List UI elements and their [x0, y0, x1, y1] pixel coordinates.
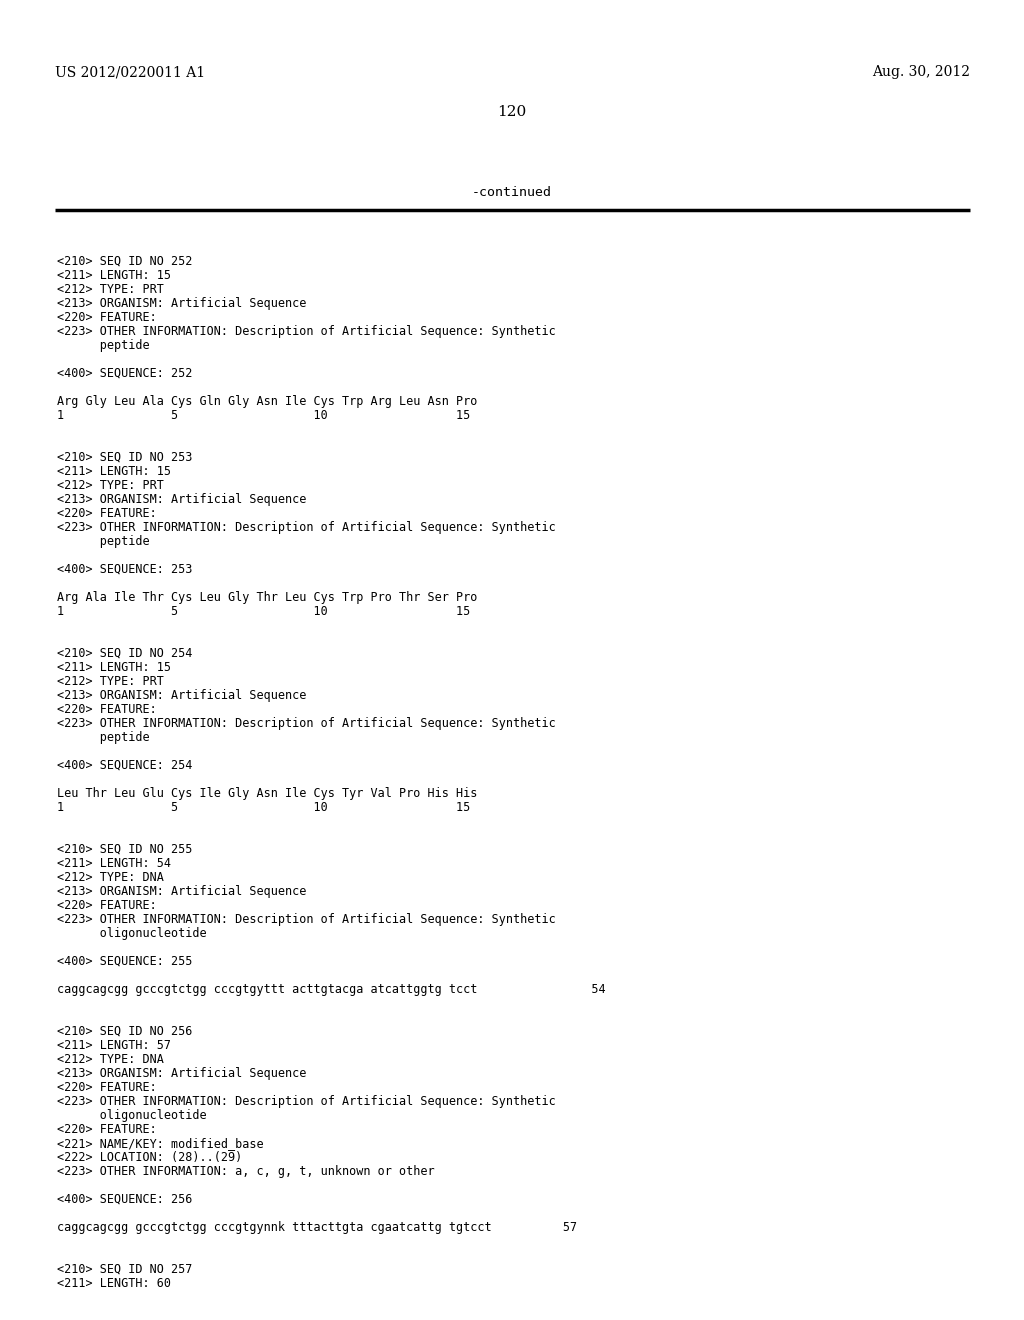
Text: <210> SEQ ID NO 255: <210> SEQ ID NO 255: [57, 843, 193, 855]
Text: oligonucleotide: oligonucleotide: [57, 927, 207, 940]
Text: <220> FEATURE:: <220> FEATURE:: [57, 507, 157, 520]
Text: caggcagcgg gcccgtctgg cccgtgyttt acttgtacga atcattggtg tcct                54: caggcagcgg gcccgtctgg cccgtgyttt acttgta…: [57, 983, 605, 997]
Text: <220> FEATURE:: <220> FEATURE:: [57, 1123, 157, 1137]
Text: <213> ORGANISM: Artificial Sequence: <213> ORGANISM: Artificial Sequence: [57, 297, 306, 310]
Text: 1               5                   10                  15: 1 5 10 15: [57, 801, 470, 814]
Text: <210> SEQ ID NO 253: <210> SEQ ID NO 253: [57, 451, 193, 465]
Text: <223> OTHER INFORMATION: Description of Artificial Sequence: Synthetic: <223> OTHER INFORMATION: Description of …: [57, 325, 556, 338]
Text: <212> TYPE: DNA: <212> TYPE: DNA: [57, 1053, 164, 1067]
Text: oligonucleotide: oligonucleotide: [57, 1109, 207, 1122]
Text: <400> SEQUENCE: 253: <400> SEQUENCE: 253: [57, 564, 193, 576]
Text: <211> LENGTH: 57: <211> LENGTH: 57: [57, 1039, 171, 1052]
Text: <211> LENGTH: 15: <211> LENGTH: 15: [57, 269, 171, 282]
Text: <222> LOCATION: (28)..(29): <222> LOCATION: (28)..(29): [57, 1151, 243, 1164]
Text: <223> OTHER INFORMATION: Description of Artificial Sequence: Synthetic: <223> OTHER INFORMATION: Description of …: [57, 1096, 556, 1107]
Text: <220> FEATURE:: <220> FEATURE:: [57, 704, 157, 715]
Text: <211> LENGTH: 15: <211> LENGTH: 15: [57, 465, 171, 478]
Text: <400> SEQUENCE: 255: <400> SEQUENCE: 255: [57, 954, 193, 968]
Text: <400> SEQUENCE: 252: <400> SEQUENCE: 252: [57, 367, 193, 380]
Text: peptide: peptide: [57, 339, 150, 352]
Text: <212> TYPE: PRT: <212> TYPE: PRT: [57, 479, 164, 492]
Text: <212> TYPE: PRT: <212> TYPE: PRT: [57, 675, 164, 688]
Text: <220> FEATURE:: <220> FEATURE:: [57, 899, 157, 912]
Text: <221> NAME/KEY: modified_base: <221> NAME/KEY: modified_base: [57, 1137, 263, 1150]
Text: <213> ORGANISM: Artificial Sequence: <213> ORGANISM: Artificial Sequence: [57, 689, 306, 702]
Text: <220> FEATURE:: <220> FEATURE:: [57, 1081, 157, 1094]
Text: <220> FEATURE:: <220> FEATURE:: [57, 312, 157, 323]
Text: Arg Gly Leu Ala Cys Gln Gly Asn Ile Cys Trp Arg Leu Asn Pro: Arg Gly Leu Ala Cys Gln Gly Asn Ile Cys …: [57, 395, 477, 408]
Text: -continued: -continued: [472, 186, 552, 198]
Text: <211> LENGTH: 15: <211> LENGTH: 15: [57, 661, 171, 675]
Text: <223> OTHER INFORMATION: a, c, g, t, unknown or other: <223> OTHER INFORMATION: a, c, g, t, unk…: [57, 1166, 434, 1177]
Text: <210> SEQ ID NO 252: <210> SEQ ID NO 252: [57, 255, 193, 268]
Text: <223> OTHER INFORMATION: Description of Artificial Sequence: Synthetic: <223> OTHER INFORMATION: Description of …: [57, 521, 556, 535]
Text: <211> LENGTH: 54: <211> LENGTH: 54: [57, 857, 171, 870]
Text: <400> SEQUENCE: 256: <400> SEQUENCE: 256: [57, 1193, 193, 1206]
Text: caggcagcgg gcccgtctgg cccgtgynnk tttacttgta cgaatcattg tgtcct          57: caggcagcgg gcccgtctgg cccgtgynnk tttactt…: [57, 1221, 578, 1234]
Text: peptide: peptide: [57, 731, 150, 744]
Text: <210> SEQ ID NO 256: <210> SEQ ID NO 256: [57, 1026, 193, 1038]
Text: peptide: peptide: [57, 535, 150, 548]
Text: 1               5                   10                  15: 1 5 10 15: [57, 409, 470, 422]
Text: <211> LENGTH: 60: <211> LENGTH: 60: [57, 1276, 171, 1290]
Text: <210> SEQ ID NO 257: <210> SEQ ID NO 257: [57, 1263, 193, 1276]
Text: Aug. 30, 2012: Aug. 30, 2012: [872, 65, 970, 79]
Text: <223> OTHER INFORMATION: Description of Artificial Sequence: Synthetic: <223> OTHER INFORMATION: Description of …: [57, 717, 556, 730]
Text: <213> ORGANISM: Artificial Sequence: <213> ORGANISM: Artificial Sequence: [57, 884, 306, 898]
Text: 120: 120: [498, 106, 526, 119]
Text: Arg Ala Ile Thr Cys Leu Gly Thr Leu Cys Trp Pro Thr Ser Pro: Arg Ala Ile Thr Cys Leu Gly Thr Leu Cys …: [57, 591, 477, 605]
Text: 1               5                   10                  15: 1 5 10 15: [57, 605, 470, 618]
Text: <212> TYPE: DNA: <212> TYPE: DNA: [57, 871, 164, 884]
Text: <400> SEQUENCE: 254: <400> SEQUENCE: 254: [57, 759, 193, 772]
Text: <223> OTHER INFORMATION: Description of Artificial Sequence: Synthetic: <223> OTHER INFORMATION: Description of …: [57, 913, 556, 927]
Text: Leu Thr Leu Glu Cys Ile Gly Asn Ile Cys Tyr Val Pro His His: Leu Thr Leu Glu Cys Ile Gly Asn Ile Cys …: [57, 787, 477, 800]
Text: <213> ORGANISM: Artificial Sequence: <213> ORGANISM: Artificial Sequence: [57, 1067, 306, 1080]
Text: <212> TYPE: PRT: <212> TYPE: PRT: [57, 282, 164, 296]
Text: <213> ORGANISM: Artificial Sequence: <213> ORGANISM: Artificial Sequence: [57, 492, 306, 506]
Text: <210> SEQ ID NO 254: <210> SEQ ID NO 254: [57, 647, 193, 660]
Text: US 2012/0220011 A1: US 2012/0220011 A1: [55, 65, 205, 79]
